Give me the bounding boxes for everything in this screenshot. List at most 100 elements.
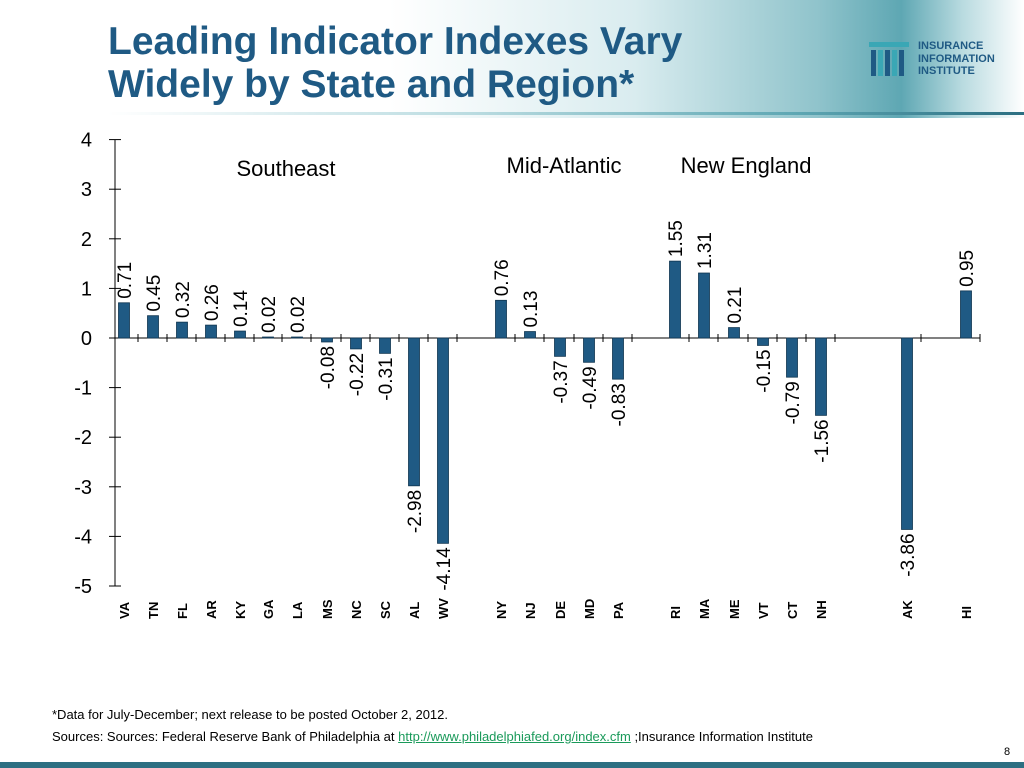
category-label: LA [290,601,305,619]
y-tick-label: -3 [74,477,92,499]
bottom-bar [0,762,1024,768]
header-band [0,0,1024,118]
chart-bars [118,260,972,544]
data-label: 0.76 [492,259,513,296]
data-label: 0.02 [288,296,309,333]
bar [408,337,420,487]
category-label: NC [349,600,364,619]
category-label: AL [407,602,422,619]
data-label: 0.14 [231,290,252,327]
sources-suffix: ;Insurance Information Institute [630,729,813,744]
category-label: MS [320,599,335,619]
sources-prefix: Sources: Sources: Federal Reserve Bank o… [52,729,399,744]
category-label: SC [378,600,393,619]
iii-logo: INSURANCE INFORMATION INSTITUTE [868,38,1018,82]
y-tick-label: -5 [74,576,92,598]
data-label: -4.14 [434,547,455,591]
bar [176,321,188,339]
data-label: 0.95 [957,250,978,287]
logo-line-1: INSURANCE [918,40,984,52]
y-tick-label: 4 [81,130,92,152]
data-label: 0.26 [202,284,223,321]
bar [728,327,740,339]
data-label: 0.13 [521,291,542,328]
y-tick-label: -2 [74,427,92,449]
bar [524,331,536,339]
bar [321,337,333,343]
data-label: 0.71 [115,262,136,299]
bar [901,337,913,530]
category-label: KY [233,601,248,619]
annotation-southeast: Southeast [236,156,335,181]
category-label: NJ [523,602,538,619]
bar [554,337,566,357]
data-label: 0.45 [144,275,165,312]
category-label: NY [494,601,509,619]
slide-title-line2: Widely by State and Region* [108,63,635,106]
category-label: AR [204,600,219,619]
category-label: RI [668,606,683,619]
source-link[interactable]: http://www.philadelphiafed.org/index.cfm [398,729,631,744]
data-label: -3.86 [898,533,919,576]
data-label: 1.55 [666,220,687,257]
chart-axes: 4 3 2 1 0 -1 -2 -3 -4 -5 [74,130,981,598]
y-tick-label: 0 [81,328,92,350]
chart-annotations: Southeast Mid-Atlantic New England [236,153,811,181]
slide-title: Leading Indicator Indexes Vary Widely by… [108,20,682,106]
y-tick-label: -4 [74,526,92,548]
category-label: FL [175,603,190,619]
data-label: -0.22 [347,353,368,396]
bar [234,330,246,339]
data-label: -2.98 [405,490,426,533]
category-label: VT [756,602,771,619]
bar [786,337,798,378]
data-label: -0.15 [754,349,775,392]
bar [205,324,217,339]
header-divider [108,112,1024,115]
data-label: 0.32 [173,281,194,318]
category-label: PA [611,601,626,619]
bar-chart: 4 3 2 1 0 -1 -2 -3 -4 -5 0.71 VA 0.45 TN 0.32 FL 0.26 AR… [74,130,981,619]
data-label: 1.31 [695,232,716,269]
data-label: 0.02 [259,296,280,333]
bar [495,299,507,339]
data-label: -0.49 [580,366,601,409]
y-tick-label: 3 [81,179,92,201]
category-label: MD [582,599,597,619]
data-label: 0.21 [725,287,746,324]
bar [118,302,130,339]
data-label: -0.83 [609,383,630,426]
category-label: VA [117,601,132,619]
category-label: AK [900,600,915,619]
annotation-new-england: New England [681,153,812,178]
bar [437,337,449,544]
sources-line: Sources: Sources: Federal Reserve Bank o… [52,729,813,744]
data-label: -0.79 [783,381,804,424]
data-label: -0.31 [376,357,397,400]
logo-line-2: INFORMATION [918,52,995,65]
bar [815,337,827,416]
bar [583,337,595,363]
bar [379,337,391,354]
slide-title-line1: Leading Indicator Indexes Vary [108,20,683,63]
bar [612,337,624,380]
data-label: -0.37 [551,360,572,403]
y-tick-label: 1 [81,278,92,300]
bar [698,272,710,339]
category-label: WV [436,598,451,619]
page-number: 8 [1004,746,1011,758]
logo-line-3: INSTITUTE [918,65,975,77]
footnote: *Data for July-December; next release to… [52,707,448,722]
bar [350,337,362,350]
category-label: HI [959,606,974,619]
bar [291,336,303,339]
category-label: GA [261,599,276,619]
category-label: TN [146,602,161,619]
y-tick-label: 2 [81,229,92,251]
iii-logo-text: INSURANCE INFORMATION INSTITUTE [918,40,995,78]
category-label: NH [814,600,829,619]
category-label: MA [697,598,712,619]
category-label: DE [553,601,568,619]
bar [757,337,769,346]
data-label: -0.08 [318,346,339,389]
